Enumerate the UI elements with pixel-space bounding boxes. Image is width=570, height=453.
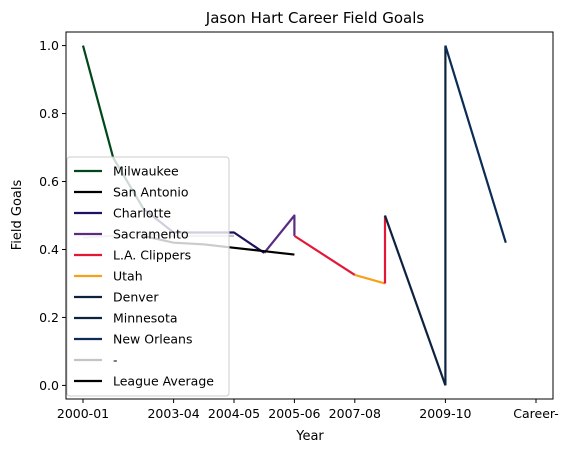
legend-label: League Average <box>113 374 214 389</box>
y-axis-label: Field Goals <box>10 180 25 251</box>
chart-title: Jason Hart Career Field Goals <box>205 9 425 27</box>
x-tick-label: 2005-06 <box>268 406 320 421</box>
y-tick-label: 0.8 <box>39 106 59 121</box>
legend-label: New Orleans <box>113 332 192 347</box>
series-line-denver-7 <box>383 215 447 386</box>
x-tick-label: 2009-10 <box>419 406 471 421</box>
x-tick-label: 2004-05 <box>208 406 260 421</box>
y-axis: 0.0 0.2 0.4 0.6 0.8 1.0 <box>39 38 66 393</box>
y-tick-label: 0.6 <box>39 174 59 189</box>
legend-label: - <box>113 353 118 368</box>
x-tick-label: 2003-04 <box>147 406 199 421</box>
y-tick-label: 0.4 <box>39 242 59 257</box>
legend-label: Charlotte <box>113 206 171 221</box>
legend-label: Utah <box>113 269 143 284</box>
legend-label: Milwaukee <box>113 164 179 179</box>
x-axis-label: Year <box>295 429 324 444</box>
series-line-l-a-clippers-4 <box>293 234 356 276</box>
x-tick-label: 2000-01 <box>57 406 109 421</box>
legend-label: L.A. Clippers <box>113 248 191 263</box>
series-line-utah-5 <box>354 273 386 285</box>
series-line-sacramento-3 <box>263 214 296 254</box>
y-tick-label: 1.0 <box>39 38 59 53</box>
y-tick-label: 0.2 <box>39 310 59 325</box>
legend-label: Minnesota <box>113 311 178 326</box>
series-line-new-orleans-9 <box>444 45 507 244</box>
legend-label: San Antonio <box>113 185 189 200</box>
x-axis: 2000-01 2003-04 2004-05 2005-06 2007-08 2009-… <box>57 399 559 421</box>
legend-label: Denver <box>113 290 159 305</box>
x-tick-label: Career- <box>513 406 558 421</box>
y-tick-label: 0.0 <box>39 378 59 393</box>
legend: Milwaukee San Antonio Charlotte Sacramento L… <box>66 156 230 397</box>
legend-label: Sacramento <box>113 227 189 242</box>
legend-box <box>66 156 230 397</box>
x-tick-label: 2007-08 <box>329 406 381 421</box>
plot-frame <box>65 31 554 400</box>
